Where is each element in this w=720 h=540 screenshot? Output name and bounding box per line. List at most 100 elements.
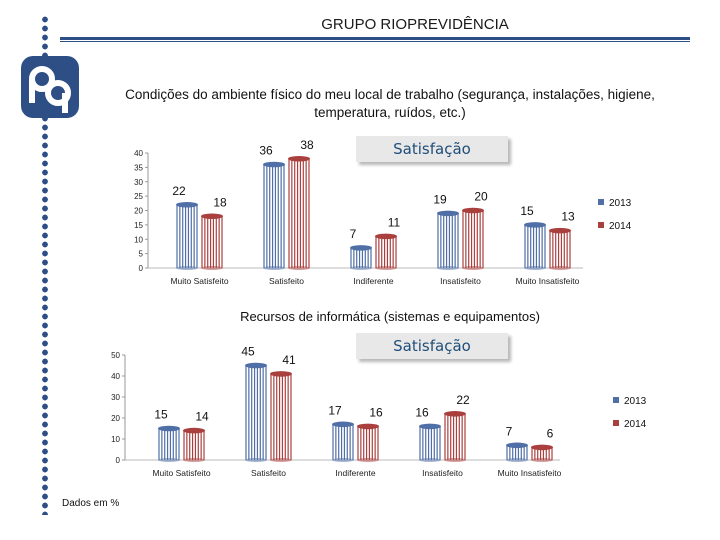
bar-fill xyxy=(288,158,310,268)
bar-cap xyxy=(332,421,354,428)
data-label: 6 xyxy=(547,426,554,440)
category-label: Satisfeito xyxy=(269,276,304,286)
bar-cap xyxy=(245,362,267,369)
bar-3-2014 xyxy=(444,411,466,462)
bar-base xyxy=(270,458,292,462)
legend-label-2013: 2013 xyxy=(624,396,647,407)
data-label: 16 xyxy=(369,405,383,419)
rioprevidencia-logo: RP xyxy=(21,56,79,118)
data-label: 36 xyxy=(259,144,273,158)
bar-fill xyxy=(263,164,285,268)
bar-cap xyxy=(549,227,571,234)
bar-cap xyxy=(350,245,372,251)
y-tick-label: 35 xyxy=(134,163,143,172)
bar-cap xyxy=(357,423,379,430)
bar-fill xyxy=(549,230,571,268)
data-label: 15 xyxy=(154,408,168,422)
footnote: Dados em % xyxy=(62,498,120,509)
bar-fill xyxy=(270,373,292,460)
bar-fill xyxy=(201,216,223,268)
data-label: 7 xyxy=(506,424,513,438)
bar-base xyxy=(549,266,571,270)
data-label: 41 xyxy=(282,353,296,367)
bar-3-2013 xyxy=(437,210,459,270)
bar-3-2014 xyxy=(462,207,484,270)
chart2-svg: 0 10 20 30 40 50 15 14 Muito Satisfeito 45 41 Satis… xyxy=(111,345,647,479)
bar-2-2013 xyxy=(332,421,354,462)
bar-fill xyxy=(444,413,466,460)
bar-fill xyxy=(419,426,441,460)
bar-base xyxy=(357,458,379,462)
data-label: 22 xyxy=(456,393,470,407)
bar-fill xyxy=(176,204,198,268)
bar-fill xyxy=(375,236,397,268)
bar-base xyxy=(531,458,553,462)
bar-fill xyxy=(531,447,553,460)
bar-base xyxy=(524,266,546,270)
category-label: Insatisfeito xyxy=(440,276,481,286)
chart1-title: Condições do ambiente físico do meu loca… xyxy=(125,87,655,120)
y-tick-label: 10 xyxy=(134,235,143,244)
y-tick-label: 5 xyxy=(139,250,144,259)
bar-base xyxy=(462,266,484,270)
data-label: 18 xyxy=(213,195,227,209)
bar-base xyxy=(158,458,180,462)
data-label: 16 xyxy=(415,405,429,419)
bar-cap xyxy=(524,222,546,228)
bar-fill xyxy=(245,365,267,460)
page-title: GRUPO RIOPREVIDÊNCIA xyxy=(321,16,509,33)
data-label: 19 xyxy=(433,192,447,206)
y-tick-label: 40 xyxy=(134,149,143,158)
bar-cap xyxy=(444,411,466,417)
bar-base xyxy=(350,266,372,270)
header-rule-thin xyxy=(60,41,690,42)
bar-4-2014 xyxy=(531,444,553,462)
bar-base xyxy=(183,458,205,462)
bar-base xyxy=(419,458,441,462)
bar-4-2014 xyxy=(549,227,571,270)
data-label: 14 xyxy=(195,410,209,424)
y-tick-label: 25 xyxy=(134,192,143,201)
bar-fill xyxy=(506,445,528,460)
bar-cap xyxy=(531,444,553,451)
bar-1-2013 xyxy=(245,362,267,462)
bar-fill xyxy=(350,247,372,268)
header-rule xyxy=(60,37,690,40)
bar-1-2014 xyxy=(288,155,310,270)
bar-3-2013 xyxy=(419,423,441,462)
bar-4-2013 xyxy=(524,222,546,270)
bar-2-2013 xyxy=(350,245,372,270)
chart2-satisfaction-label: Satisfação xyxy=(356,333,508,359)
data-label: 45 xyxy=(241,345,255,359)
bar-1-2013 xyxy=(263,161,285,270)
category-label: Muito Insatisfeito xyxy=(498,468,562,478)
bar-0-2013 xyxy=(158,425,180,462)
data-label: 38 xyxy=(300,138,314,152)
bar-base xyxy=(444,458,466,462)
y-tick-label: 20 xyxy=(111,414,120,423)
bar-cap xyxy=(263,161,285,168)
legend-swatch-2013 xyxy=(613,397,619,403)
sidebar-dot-column xyxy=(41,15,49,515)
category-label: Indiferente xyxy=(335,468,375,478)
bar-1-2014 xyxy=(270,371,292,462)
category-label: Muito Satisfeito xyxy=(170,276,228,286)
category-label: Indiferente xyxy=(353,276,393,286)
bar-cap xyxy=(419,423,441,430)
data-label: 20 xyxy=(474,190,488,204)
legend-swatch-2014 xyxy=(613,420,619,426)
bar-base xyxy=(506,458,528,462)
y-tick-label: 0 xyxy=(116,456,121,465)
data-label: 7 xyxy=(350,227,357,241)
category-label: Muito Satisfeito xyxy=(152,468,210,478)
bar-0-2014 xyxy=(183,427,205,462)
category-label: Satisfeito xyxy=(251,468,286,478)
bar-base xyxy=(437,266,459,270)
chart2-title: Recursos de informática (sistemas e equi… xyxy=(240,309,540,324)
data-label: 13 xyxy=(561,210,575,224)
bar-2-2014 xyxy=(357,423,379,462)
bar-fill xyxy=(357,426,379,460)
y-tick-label: 30 xyxy=(111,393,120,402)
bar-cap xyxy=(288,155,310,162)
bar-base xyxy=(245,458,267,462)
